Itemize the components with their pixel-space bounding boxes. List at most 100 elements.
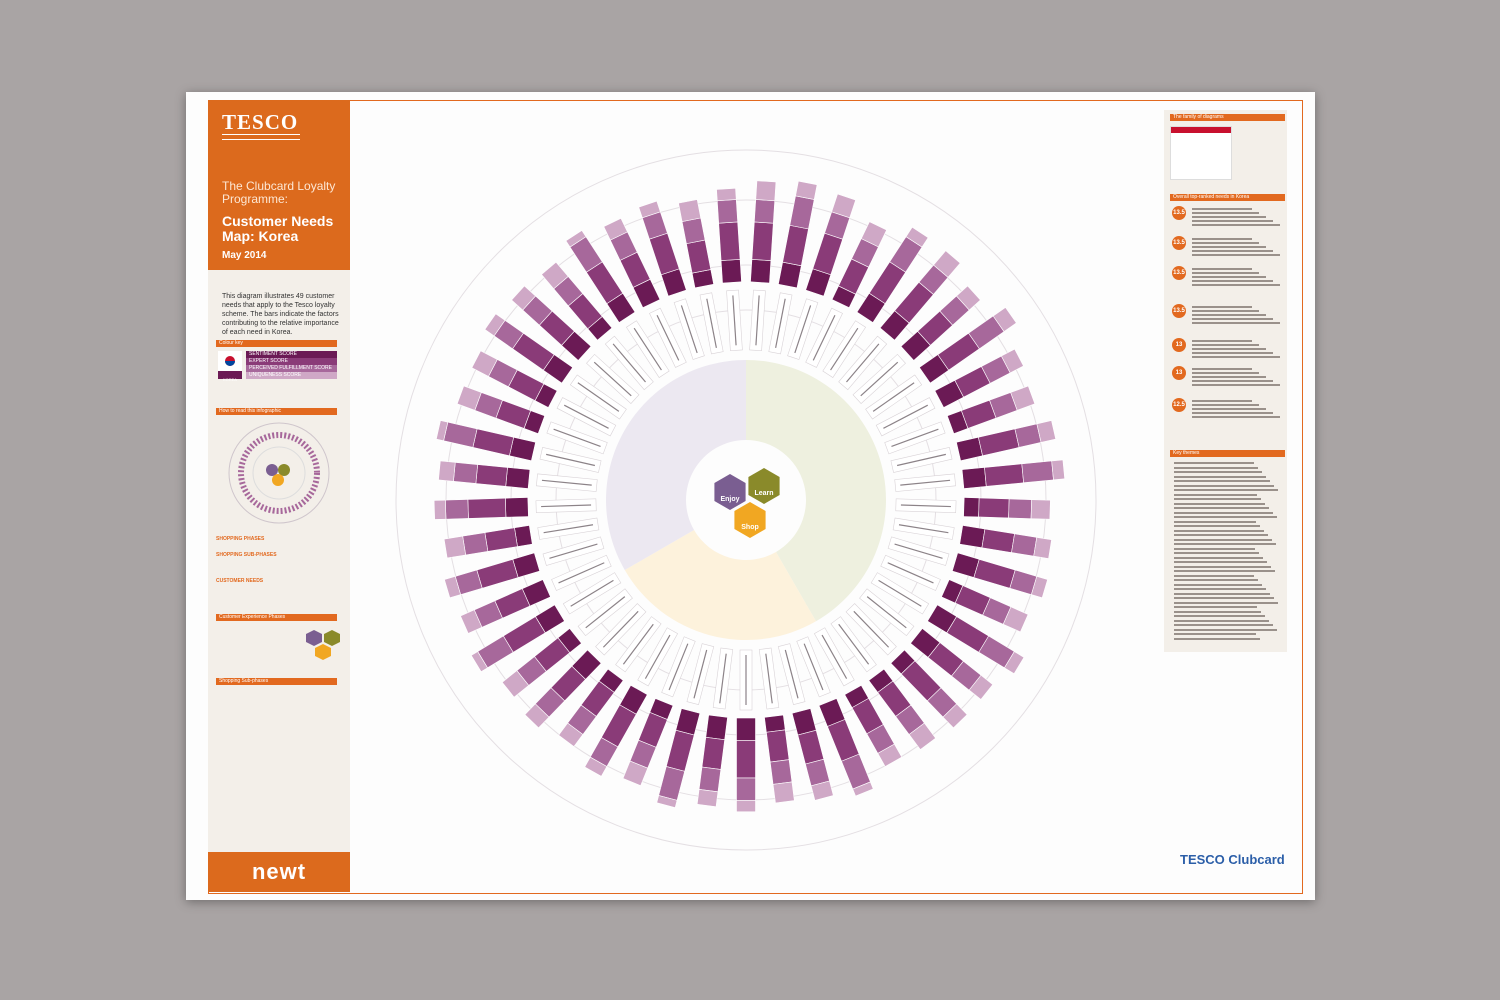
enjoy-sector	[606, 360, 746, 570]
bar-segment	[1011, 533, 1038, 557]
need-bar-group	[622, 636, 696, 786]
text-line	[1192, 380, 1273, 382]
need-label-text	[887, 562, 934, 584]
need-label-text	[602, 610, 639, 648]
text-line	[1174, 565, 1271, 568]
bar-segment	[511, 285, 536, 311]
score-badge: 12.5	[1172, 398, 1186, 412]
intro-text: This diagram illustrates 49 customer nee…	[222, 293, 339, 336]
text-line	[1174, 471, 1262, 473]
need-label-text	[543, 524, 594, 534]
learn-hex-label: Learn	[754, 490, 773, 497]
experience-phases-heading: Customer Experience Phases	[216, 614, 337, 621]
bar-segment	[524, 703, 550, 729]
bar-segment	[852, 781, 874, 797]
poster-date: May 2014	[222, 250, 267, 261]
logo-stripe	[222, 134, 300, 140]
text-line	[1192, 254, 1280, 256]
bar-segment	[992, 306, 1017, 332]
radial-needs-chart: Enjoy Learn Shop	[395, 149, 1097, 851]
bar-segment	[701, 736, 726, 770]
bar-segment	[720, 259, 742, 284]
bar-segment	[963, 497, 980, 518]
bar-segment	[696, 789, 719, 808]
text-line	[1174, 588, 1266, 590]
need-label-text	[898, 524, 949, 534]
shop-hex	[734, 502, 766, 538]
need-label-text	[644, 634, 671, 679]
need-label-text	[563, 404, 609, 429]
bar-segment	[795, 180, 818, 200]
bar-segment	[736, 777, 756, 801]
need-label-text	[896, 453, 946, 467]
bar-segment	[718, 221, 741, 261]
need-bar-group	[678, 199, 724, 355]
need-label-text	[706, 298, 717, 348]
bar-segment	[1033, 537, 1052, 559]
need-bar-group	[875, 348, 1024, 437]
text-line	[1174, 520, 1256, 523]
need-bar-group	[884, 385, 1036, 455]
text-line	[1174, 534, 1268, 536]
bar-segment	[444, 576, 461, 599]
left-column: TESCO The Clubcard Loyalty Programme: Cu…	[208, 100, 350, 892]
need-bar-group	[565, 229, 670, 378]
need-bar-group	[796, 636, 874, 797]
need-bar-group	[541, 261, 654, 391]
text-line	[1192, 250, 1273, 252]
need-bar-group	[524, 603, 647, 729]
top-needs-heading: Overall top-ranked needs in Korea	[1170, 194, 1285, 201]
need-label-text	[558, 562, 605, 584]
bar-segment	[1000, 348, 1024, 374]
text-line	[1174, 570, 1275, 572]
bar-segment	[681, 217, 706, 245]
bar-segment	[1010, 385, 1036, 411]
how-to-heading: How to read this infographic	[216, 408, 337, 415]
bar-segment	[658, 766, 686, 801]
text-line	[1174, 466, 1258, 469]
bar-segment	[541, 261, 569, 290]
poster-subtitle: The Clubcard Loyalty Programme:	[222, 179, 336, 206]
need-label-text	[633, 327, 662, 371]
need-bar-group	[749, 180, 777, 352]
text-line	[1192, 216, 1266, 218]
bar-segment	[438, 460, 456, 482]
korea-flag-icon	[218, 351, 242, 371]
bar-segment	[686, 239, 712, 274]
need-bar-group	[484, 313, 627, 420]
text-line	[1174, 579, 1258, 581]
need-label-text	[794, 305, 812, 354]
text-line	[1174, 624, 1273, 626]
bar-segment	[505, 467, 531, 489]
need-bar-group	[865, 306, 1017, 420]
need-label-text	[853, 610, 890, 648]
need-bar-group	[470, 572, 622, 673]
need-bar-group	[716, 187, 743, 352]
text-line	[1174, 610, 1261, 613]
bar-segment	[1004, 651, 1025, 675]
need-bar-group	[656, 643, 715, 808]
text-line	[1174, 507, 1269, 509]
text-line	[1174, 498, 1261, 500]
need-label-text	[900, 479, 951, 486]
text-line	[1192, 306, 1252, 308]
text-line	[1174, 556, 1263, 559]
text-line	[1192, 356, 1280, 358]
need-bar-group	[895, 497, 1051, 520]
text-line	[1174, 529, 1264, 532]
text-line	[1192, 224, 1280, 226]
need-bar-group	[443, 517, 600, 559]
text-line	[1174, 597, 1274, 599]
text-line	[1174, 633, 1256, 635]
subphases-heading: Shopping Sub-phases	[216, 678, 337, 685]
bar-segment	[475, 464, 508, 487]
need-bar-group	[768, 180, 818, 355]
text-line	[1174, 462, 1254, 464]
need-bar-group	[892, 517, 1052, 559]
poster: TESCO The Clubcard Loyalty Programme: Cu…	[186, 92, 1315, 900]
text-line	[1192, 280, 1273, 282]
score-badge: 13.5	[1172, 236, 1186, 250]
bar-segment	[956, 285, 981, 311]
need-bar-group	[435, 420, 602, 473]
text-line	[1192, 408, 1266, 410]
